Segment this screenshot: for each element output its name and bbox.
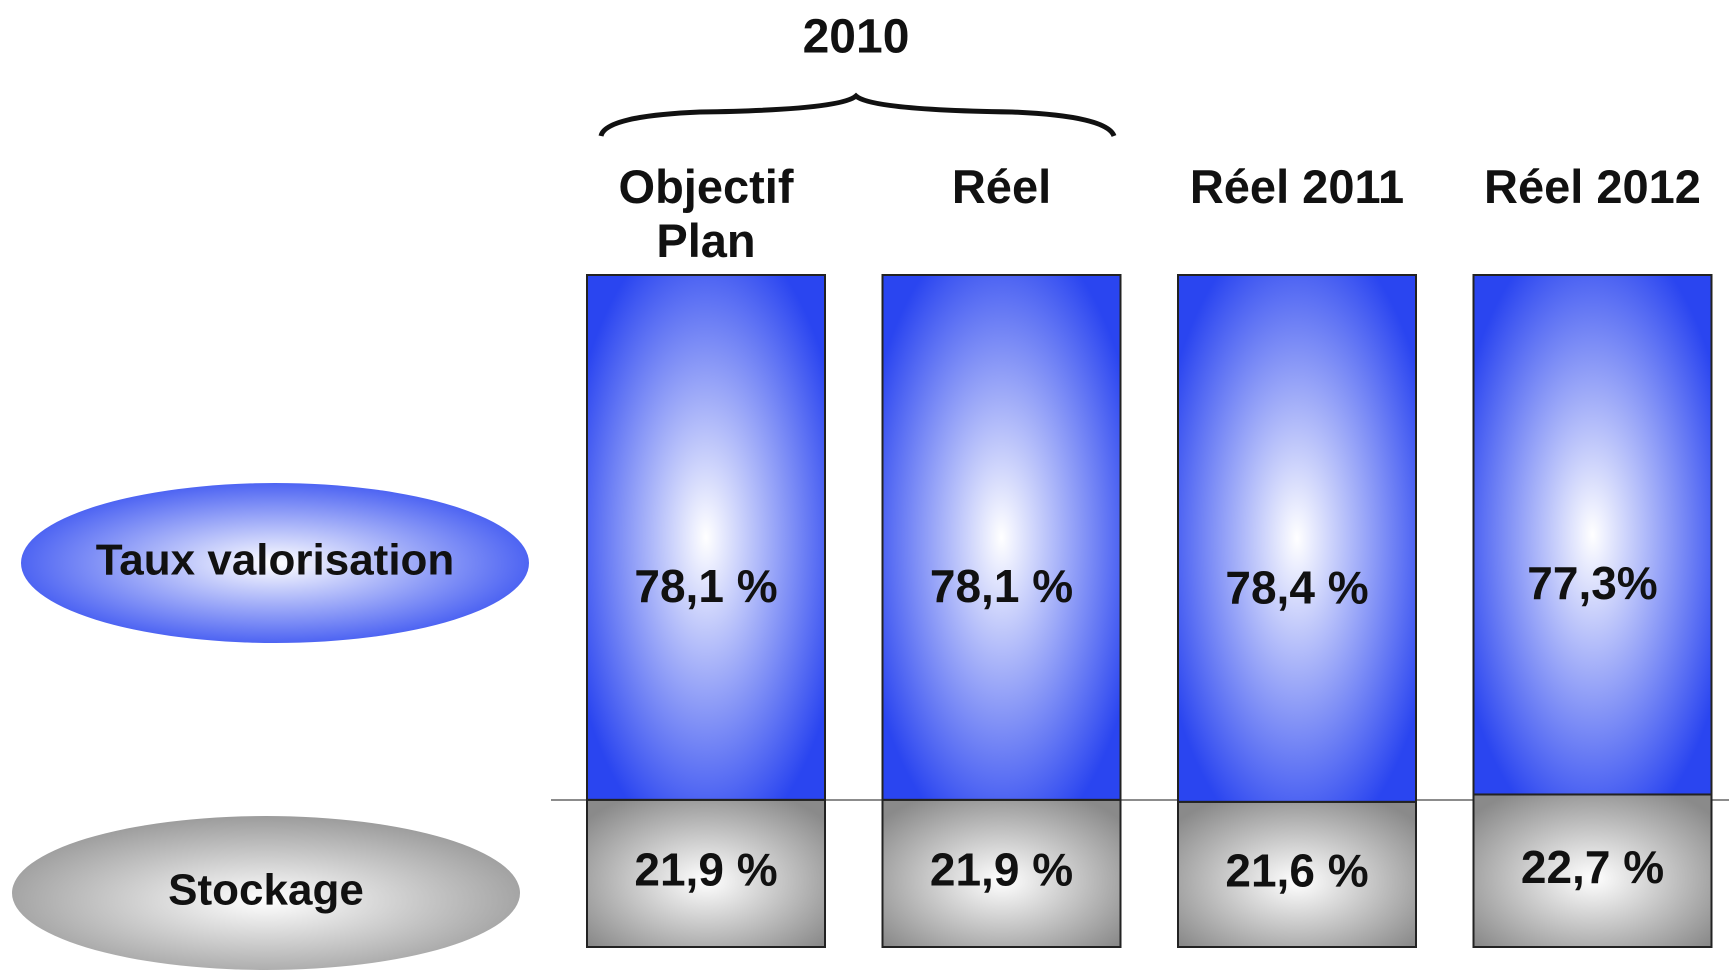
year-annotation: 2010 <box>803 11 910 64</box>
value-label: 21,6 % <box>1225 845 1368 897</box>
value-label: 78,1 % <box>634 560 777 612</box>
value-label: 22,7 % <box>1521 841 1664 893</box>
value-label: 77,3% <box>1527 557 1657 609</box>
value-label: 78,4 % <box>1225 561 1368 613</box>
legend-label: Taux valorisation <box>96 536 455 585</box>
bar-segment <box>586 798 826 948</box>
bar-segment <box>1472 274 1713 796</box>
bar-segment <box>1472 793 1713 948</box>
bar-segment <box>881 798 1122 948</box>
bar-segment <box>1177 274 1417 803</box>
value-label: 21,9 % <box>634 844 777 896</box>
legend-label: Stockage <box>168 866 364 915</box>
category-label: Objectif Plan <box>618 160 794 267</box>
category-label: Réel 2011 <box>1189 160 1405 213</box>
category-label: Réel <box>951 160 1052 213</box>
category-label: Réel 2012 <box>1484 160 1701 213</box>
bar-segment <box>881 274 1122 801</box>
value-label: 78,1 % <box>930 560 1073 612</box>
legend-swatch <box>21 483 529 643</box>
year-brace <box>598 92 1117 138</box>
value-label: 21,9 % <box>930 844 1073 896</box>
bar-segment <box>586 274 826 801</box>
legend-swatch <box>12 816 520 970</box>
